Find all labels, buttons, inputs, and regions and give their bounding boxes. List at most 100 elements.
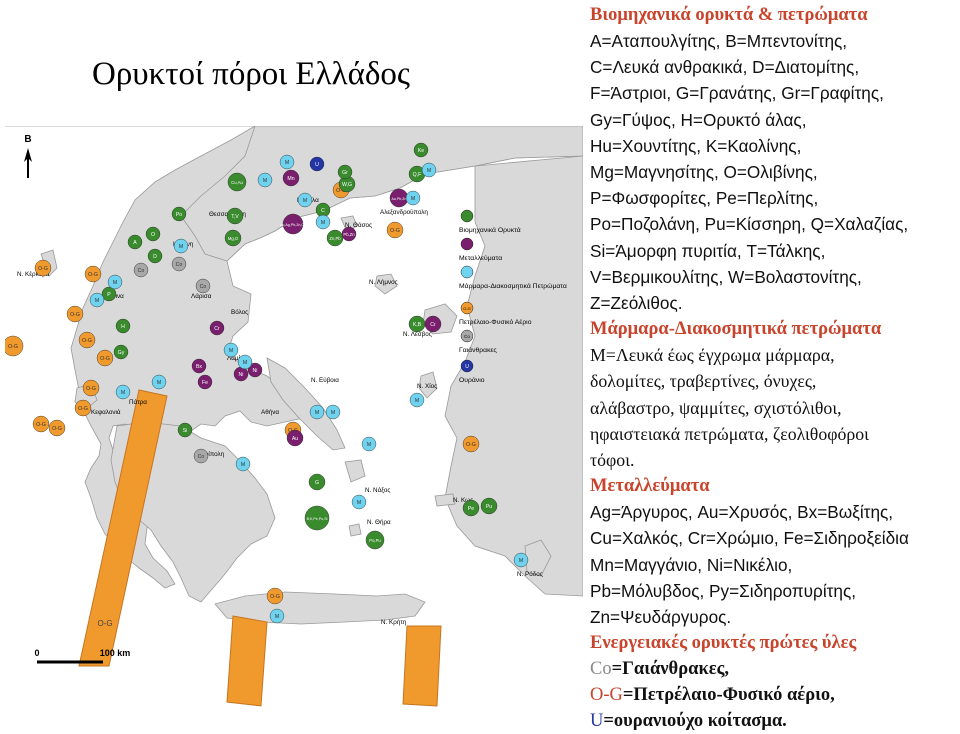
resource-marker-marbles: M	[279, 154, 295, 170]
resource-marker-marbles: M	[115, 384, 131, 400]
resource-marker-coal: Co	[195, 278, 211, 294]
resource-marker-metals: Au,Ag,Pb,Zn,Cu	[280, 213, 306, 235]
industrial-line: A=Αταπουλγίτης, B=Μπεντονίτης,	[590, 31, 848, 51]
resource-marker-marbles: M	[151, 374, 167, 390]
resource-marker-oil-gas: O-G	[462, 435, 480, 453]
resource-marker-label: W,G	[342, 182, 352, 188]
resource-marker-industrial: Zn,Pb	[326, 229, 344, 247]
resource-marker-marbles: M	[309, 404, 325, 420]
crete-oil-gas-zone-west	[226, 615, 268, 707]
resource-marker-label: Pb,Zn	[343, 232, 355, 237]
legend-uranium-label: Ουράνιο	[459, 376, 485, 384]
energy-uranium-line: U=ουρανιούχο κοίτασμα.	[590, 708, 958, 734]
oilgas-text: =Πετρέλαιο-Φυσικό αέριο,	[622, 685, 835, 706]
resource-marker-marbles: M	[223, 342, 239, 358]
resource-marker-label: Fe	[202, 380, 208, 386]
thira-island	[348, 523, 362, 537]
place-label: Ν. Χίος	[417, 382, 437, 390]
industrial-line: Mg=Μαγνησίτης, O=Ολιβίνης,	[590, 162, 818, 183]
resource-marker-label: K,B	[413, 322, 422, 328]
north-arrow-icon	[24, 148, 32, 162]
resource-marker-metals: Mn	[282, 169, 300, 187]
industrial-line: Z=Ζεόλιθος.	[590, 293, 683, 314]
resource-marker-marbles: M	[315, 214, 331, 230]
legend-metals-swatch	[460, 237, 474, 251]
resource-marker-label: M	[331, 410, 335, 416]
metals-line: Pb=Μόλυβδος, Py=Σιδηροπυρίτης,	[590, 580, 857, 601]
resource-marker-metals: Cr	[209, 320, 225, 336]
resource-marker-oil-gas: O-G	[48, 419, 66, 437]
north-label: B	[24, 134, 31, 145]
resource-marker-label: O-G	[70, 312, 80, 318]
resource-marker-oil-gas: O-G	[266, 587, 284, 605]
resource-marker-industrial: H	[115, 318, 131, 334]
resource-marker-label: M	[285, 160, 289, 166]
resource-marker-label: M	[113, 280, 117, 286]
resource-marker-oil-gas: O-G	[84, 265, 102, 283]
resource-marker-marbles: M	[513, 552, 529, 568]
resource-marker-label: Au,Ag,Pb,Zn,Cu	[280, 223, 306, 227]
resource-marker-label: Ni	[239, 372, 244, 378]
resource-marker-label: M	[263, 178, 267, 184]
ionian-zone-label: O-G	[97, 619, 112, 628]
legend-industrial-label: Βιομηχανικά Ορυκτά	[459, 226, 521, 234]
resource-marker-industrial: Pe	[462, 499, 480, 517]
place-label: Ν. Νάξος	[365, 486, 390, 494]
coal-text: =Γαιάνθρακες,	[611, 659, 730, 680]
resource-marker-label: M	[95, 298, 99, 304]
resource-marker-label: M	[357, 500, 361, 506]
resource-marker-label: Po,Pu	[369, 538, 381, 543]
metals-heading: Μεταλλεύματα	[590, 476, 710, 497]
resource-marker-label: Mn	[287, 176, 294, 182]
resource-marker-marbles: M	[89, 292, 105, 308]
metals-line: Cu=Χαλκός, Cr=Χρώμιο, Fe=Σιδηροξείδια	[590, 528, 909, 549]
resource-marker-label: C	[321, 208, 325, 214]
ionian-oil-gas-zone	[78, 389, 168, 667]
place-label: Πάτρα	[129, 398, 147, 406]
resource-marker-label: Co	[138, 268, 145, 274]
resource-marker-label: Co	[200, 284, 207, 290]
legend-oilgas-code: O-G	[463, 306, 471, 311]
resource-marker-coal: Co	[171, 256, 187, 272]
resource-marker-coal: Co	[193, 448, 209, 464]
resource-marker-oil-gas: O-G	[74, 399, 92, 417]
resource-marker-industrial: P	[101, 286, 117, 302]
industrial-line: F=Άστριοι, G=Γρανάτης, Gr=Γραφίτης,	[590, 83, 884, 104]
resource-marker-industrial: K,B	[408, 315, 426, 333]
marbles-line: M=Λευκά έως έγχρωμα μάρμαρα,	[590, 345, 835, 366]
resource-marker-label: M	[315, 410, 319, 416]
resource-marker-label: M	[275, 614, 279, 620]
scale-end-label: 100 km	[100, 648, 131, 658]
resource-marker-label: M	[121, 390, 125, 396]
resource-marker-label: Zn,Pb	[329, 236, 341, 241]
place-label: Ν. Εύβοια	[311, 376, 339, 384]
resource-marker-metals: Pb,Zn	[341, 226, 357, 242]
resource-marker-label: O-G	[36, 422, 46, 428]
map-legend: Βιομηχανικά Ορυκτά Μεταλλεύματα Μάρμαρα-…	[459, 209, 567, 384]
resource-marker-label: M	[367, 442, 371, 448]
resource-marker-label: Cr	[430, 322, 436, 328]
resource-marker-marbles: M	[405, 190, 421, 206]
resource-marker-label: O-G	[88, 272, 98, 278]
resource-marker-oil-gas: O-G	[96, 349, 114, 367]
resource-marker-industrial: Cu,Au	[227, 172, 247, 192]
resource-marker-label: Cr	[214, 326, 220, 332]
resource-marker-oil-gas: O-G	[32, 415, 50, 433]
map-panel: O-G B 0 100 km Θεσσαλονίκη Καβάλα Αλεξαν…	[5, 126, 583, 714]
resource-marker-marbles: M	[107, 274, 123, 290]
resource-marker-industrial: Gr	[337, 164, 353, 180]
uranium-code: U	[590, 711, 604, 732]
resource-marker-label: Ni	[253, 368, 258, 374]
resource-marker-label: O-G	[270, 594, 280, 600]
resource-marker-industrial: Mg,O	[224, 229, 242, 247]
marbles-line: τόφοι.	[590, 450, 635, 471]
legend-text-column: Βιομηχανικά ορυκτά & πετρώματα A=Αταπουλ…	[590, 2, 958, 734]
industrial-description: A=Αταπουλγίτης, B=Μπεντονίτης, C=Λευκά α…	[590, 28, 958, 316]
crete-island	[214, 591, 426, 625]
resource-marker-label: M	[157, 380, 161, 386]
resource-marker-label: M	[243, 360, 247, 366]
resource-marker-label: B,K,Pe,Po,Si	[307, 517, 328, 521]
resource-marker-label: O-G	[390, 228, 400, 234]
resource-marker-oil-gas: O-G	[82, 379, 100, 397]
resource-marker-label: T,V	[231, 214, 239, 220]
